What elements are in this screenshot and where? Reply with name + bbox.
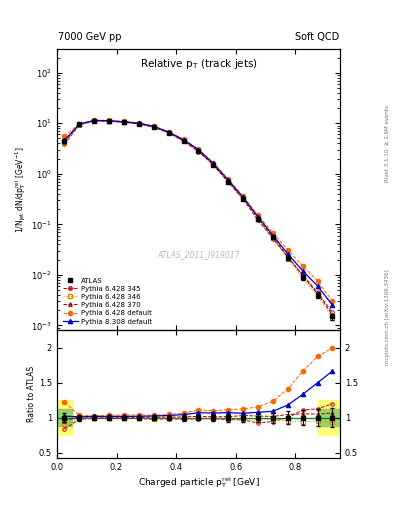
Y-axis label: Ratio to ATLAS: Ratio to ATLAS xyxy=(27,366,36,422)
Text: Relative p$_{\rm T}$ (track jets): Relative p$_{\rm T}$ (track jets) xyxy=(140,57,257,71)
Text: 7000 GeV pp: 7000 GeV pp xyxy=(58,32,122,42)
Text: ATLAS_2011_I919017: ATLAS_2011_I919017 xyxy=(157,250,240,259)
Legend: ATLAS, Pythia 6.428 345, Pythia 6.428 346, Pythia 6.428 370, Pythia 6.428 defaul: ATLAS, Pythia 6.428 345, Pythia 6.428 34… xyxy=(61,275,154,327)
Text: Soft QCD: Soft QCD xyxy=(294,32,339,42)
X-axis label: Charged particle p$_{\rm T}^{\rm rel}$ [GeV]: Charged particle p$_{\rm T}^{\rm rel}$ [… xyxy=(138,475,259,490)
Text: Rivet 3.1.10; ≥ 1.6M events: Rivet 3.1.10; ≥ 1.6M events xyxy=(385,105,390,182)
Text: mcplots.cern.ch [arXiv:1306.3436]: mcplots.cern.ch [arXiv:1306.3436] xyxy=(385,270,390,365)
Y-axis label: 1/N$_{\rm jet}$ dN/dp$_{\rm T}^{\rm rel}$ [GeV$^{-1}$]: 1/N$_{\rm jet}$ dN/dp$_{\rm T}^{\rm rel}… xyxy=(14,146,28,233)
